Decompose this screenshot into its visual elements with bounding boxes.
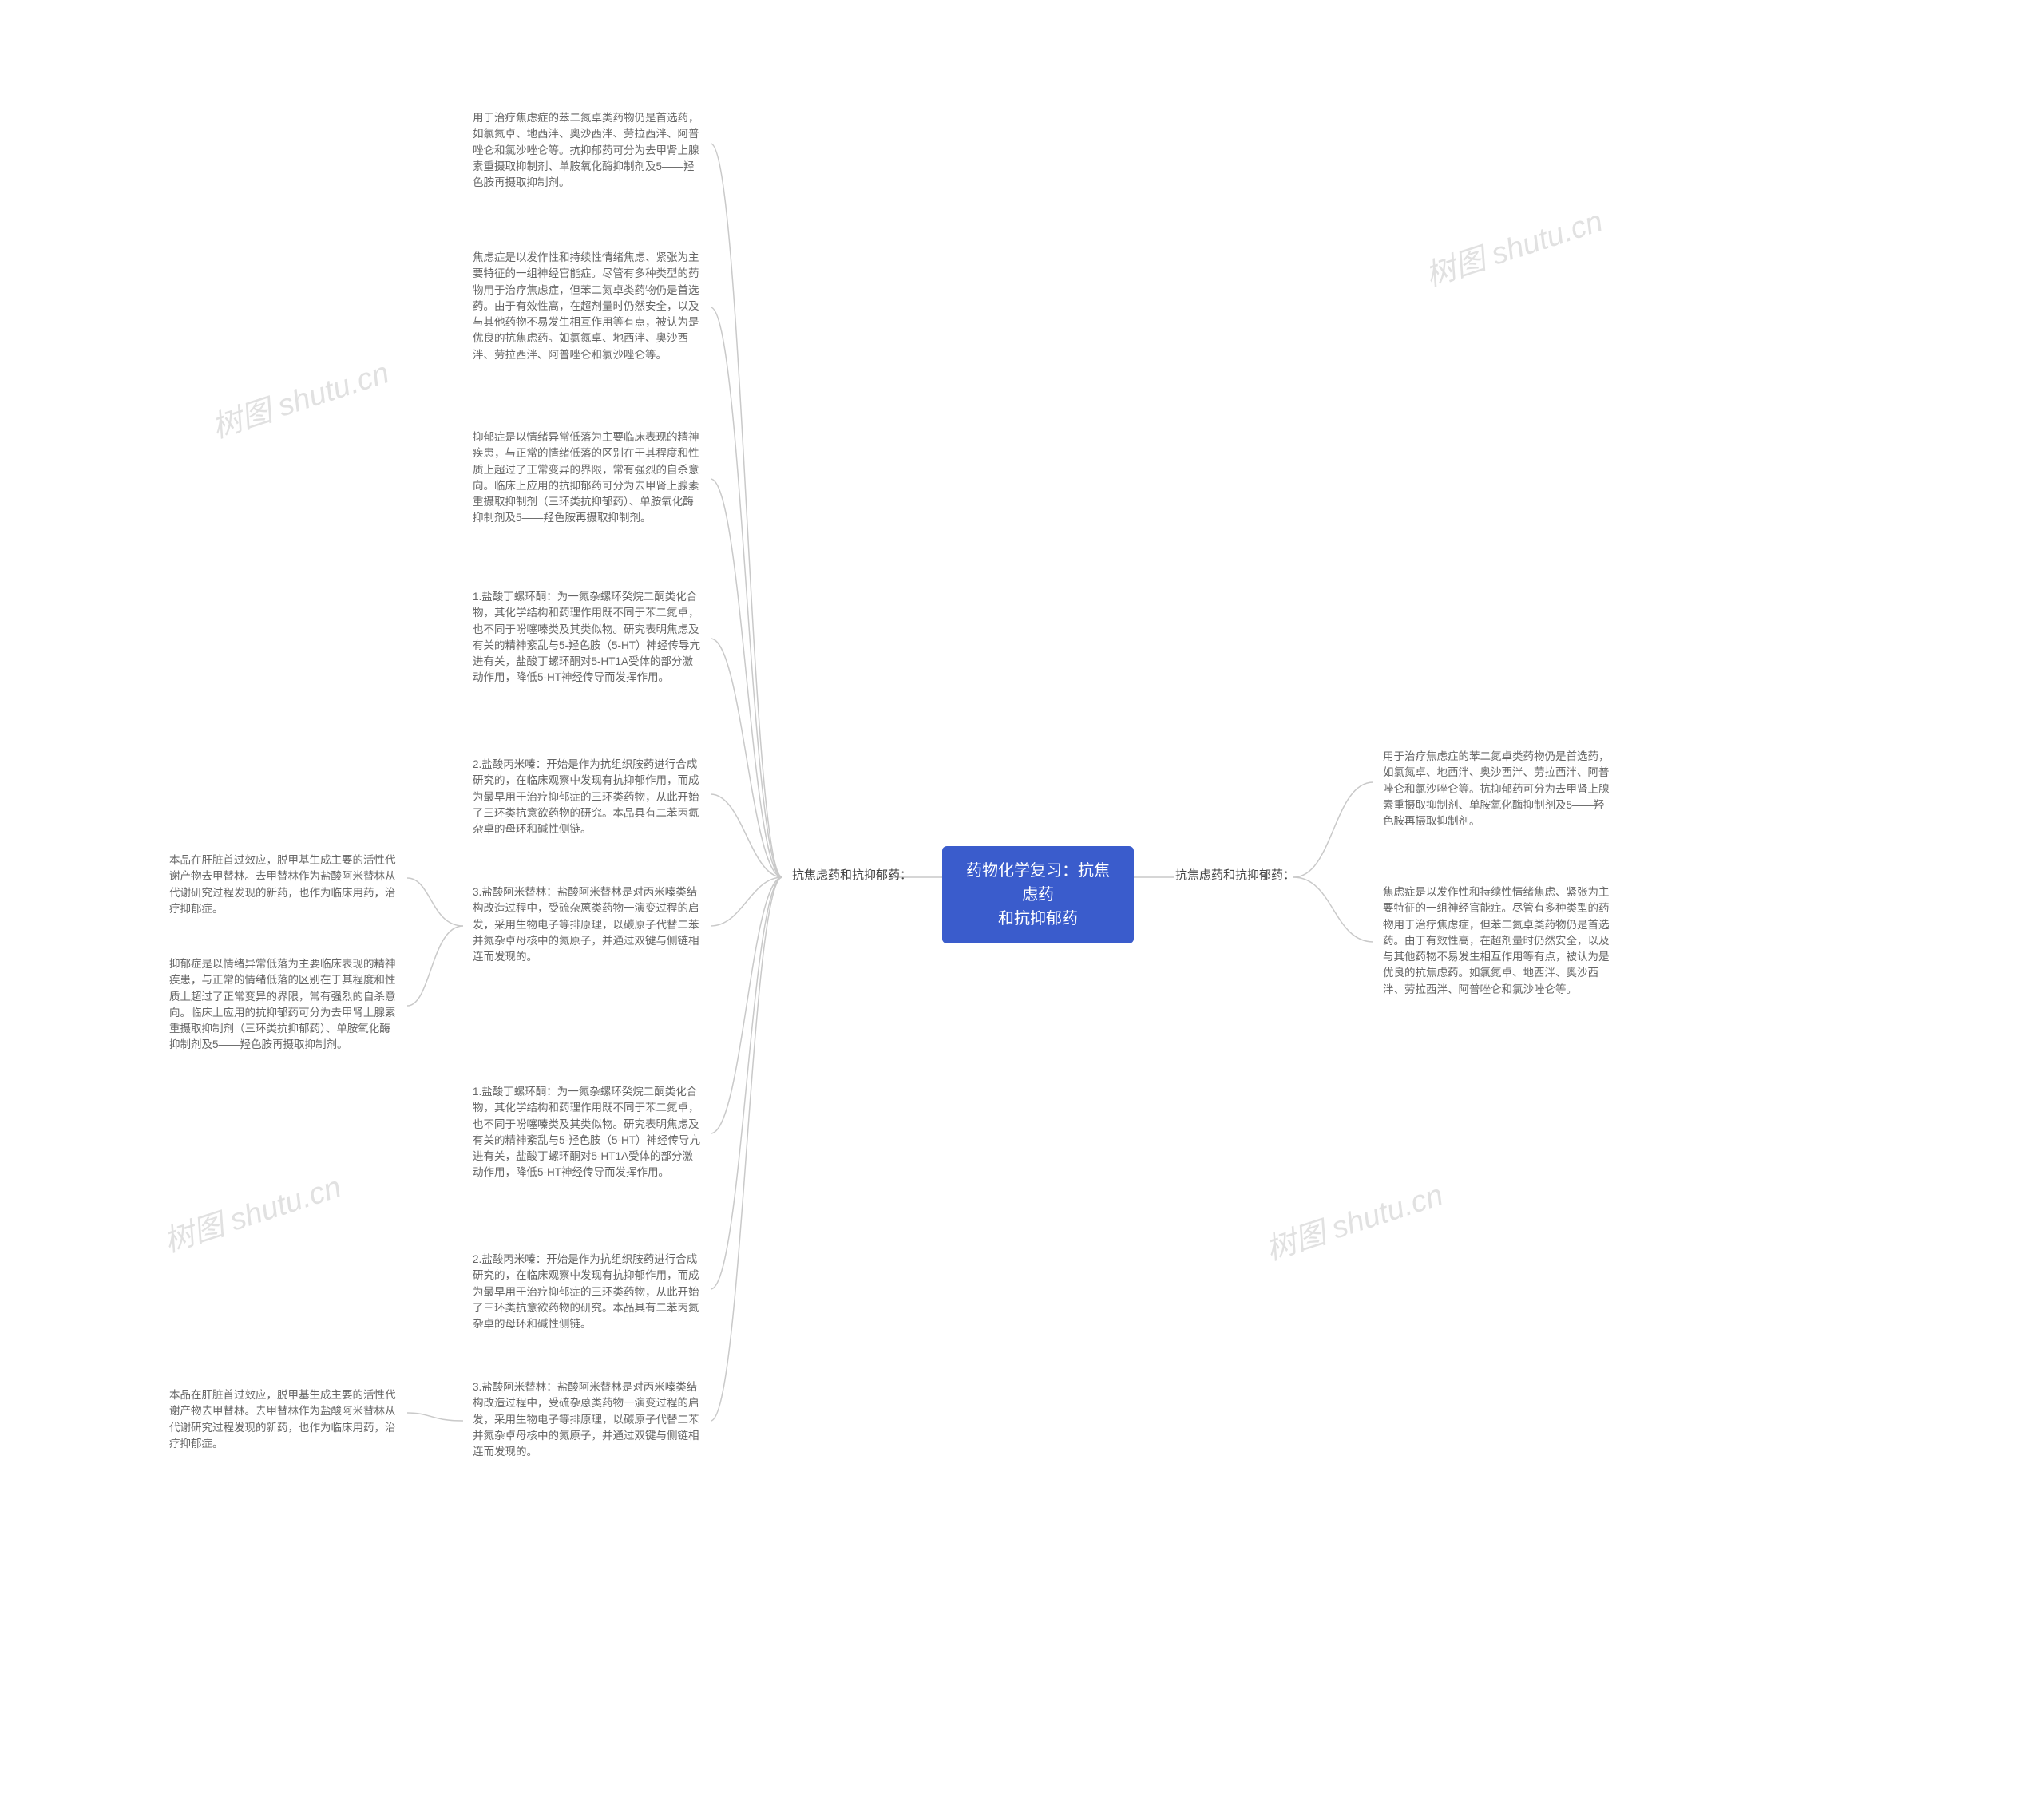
right-branch-label[interactable]: 抗焦虑药和抗抑郁药： <box>1166 860 1305 892</box>
left-detail-7[interactable]: 2.盐酸丙米嗪：开始是作为抗组织胺药进行合成研究的，在临床观察中发现有抗抑郁作用… <box>463 1245 711 1339</box>
watermark: 树图 shutu.cn <box>205 348 394 446</box>
right-branch-text: 抗焦虑药和抗抑郁药： <box>1175 868 1295 882</box>
watermark: 树图 shutu.cn <box>1259 1170 1448 1268</box>
left-detail-3[interactable]: 1.盐酸丁螺环酮：为一氮杂螺环癸烷二酮类化合物，其化学结构和药理作用既不同于苯二… <box>463 583 711 693</box>
left-detail-8[interactable]: 3.盐酸阿米替林：盐酸阿米替林是对丙米嗪类结构改造过程中，受硫杂蒽类药物一演变过… <box>463 1373 711 1466</box>
watermark: 树图 shutu.cn <box>157 1162 346 1260</box>
left-detail-1[interactable]: 焦虑症是以发作性和持续性情绪焦虑、紧张为主要特征的一组神经官能症。尽管有多种类型… <box>463 243 711 370</box>
left-sub-detail-2[interactable]: 本品在肝脏首过效应，脱甲基生成主要的活性代谢产物去甲替林。去甲替林作为盐酸阿米替… <box>160 1381 407 1458</box>
right-detail-0[interactable]: 用于治疗焦虑症的苯二氮卓类药物仍是首选药，如氯氮卓、地西泮、奥沙西泮、劳拉西泮、… <box>1373 742 1621 836</box>
left-sub-detail-1[interactable]: 抑郁症是以情绪异常低落为主要临床表现的精神疾患，与正常的情绪低落的区别在于其程度… <box>160 950 407 1060</box>
left-branch-text: 抗焦虑药和抗抑郁药： <box>792 868 912 882</box>
center-title-line2: 和抗抑郁药 <box>998 910 1078 928</box>
left-sub-detail-0[interactable]: 本品在肝脏首过效应，脱甲基生成主要的活性代谢产物去甲替林。去甲替林作为盐酸阿米替… <box>160 846 407 924</box>
watermark: 树图 shutu.cn <box>1419 196 1607 295</box>
center-title-line1: 药物化学复习：抗焦虑药 <box>966 862 1110 904</box>
center-node[interactable]: 药物化学复习：抗焦虑药 和抗抑郁药 <box>942 846 1134 943</box>
left-branch-label[interactable]: 抗焦虑药和抗抑郁药： <box>782 860 921 892</box>
left-detail-4[interactable]: 2.盐酸丙米嗪：开始是作为抗组织胺药进行合成研究的，在临床观察中发现有抗抑郁作用… <box>463 750 711 844</box>
left-detail-0[interactable]: 用于治疗焦虑症的苯二氮卓类药物仍是首选药，如氯氮卓、地西泮、奥沙西泮、劳拉西泮、… <box>463 104 711 197</box>
left-detail-5[interactable]: 3.盐酸阿米替林：盐酸阿米替林是对丙米嗪类结构改造过程中，受硫杂蒽类药物一演变过… <box>463 878 711 971</box>
right-detail-1[interactable]: 焦虑症是以发作性和持续性情绪焦虑、紧张为主要特征的一组神经官能症。尽管有多种类型… <box>1373 878 1621 1004</box>
left-detail-2[interactable]: 抑郁症是以情绪异常低落为主要临床表现的精神疾患，与正常的情绪低落的区别在于其程度… <box>463 423 711 533</box>
left-detail-6[interactable]: 1.盐酸丁螺环酮：为一氮杂螺环癸烷二酮类化合物，其化学结构和药理作用既不同于苯二… <box>463 1078 711 1188</box>
